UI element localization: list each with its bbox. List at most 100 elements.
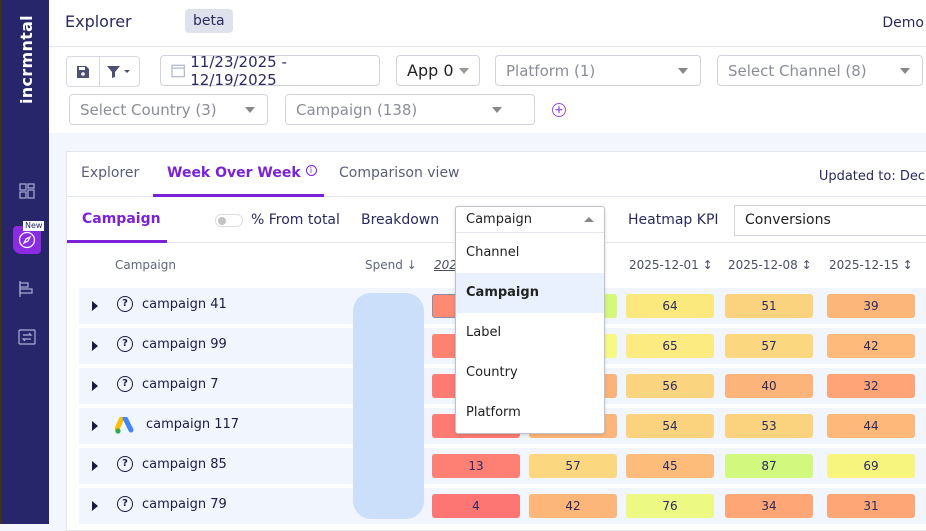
expand-caret-icon[interactable]	[92, 461, 98, 471]
heatmap-kpi-label: Heatmap KPI	[628, 212, 719, 228]
chevron-down-icon	[900, 68, 910, 74]
table-row[interactable]: ? campaign 79 4 42 76 34 31	[79, 488, 926, 524]
heatmap-cell[interactable]: 53	[725, 414, 813, 438]
heatmap-cell[interactable]: 44	[827, 414, 915, 438]
dropdown-option-campaign[interactable]: Campaign	[456, 273, 604, 313]
heatmap-cell[interactable]: 54	[626, 414, 714, 438]
action-button-group	[66, 56, 140, 87]
view-tabs: Explorer Week Over Week i Comparison vie…	[67, 152, 926, 197]
tab-week-over-week[interactable]: Week Over Week i	[167, 165, 317, 181]
user-menu[interactable]: Demo	[882, 15, 924, 31]
expand-caret-icon[interactable]	[92, 301, 98, 311]
tab-explorer[interactable]: Explorer	[81, 165, 140, 181]
updated-label: Updated to: Dec	[818, 169, 925, 184]
dropdown-option-country[interactable]: Country	[466, 365, 518, 380]
header-week-3[interactable]: 2025-12-01 ↕	[629, 258, 713, 272]
sidebar: incrmntal New	[0, 0, 49, 524]
add-filter-icon[interactable]: +	[552, 103, 566, 117]
campaign-name[interactable]: campaign 85	[142, 457, 227, 472]
new-tag: New	[23, 221, 45, 231]
heatmap-cell[interactable]: 57	[529, 454, 617, 478]
question-icon: ?	[117, 336, 133, 352]
heatmap-cell[interactable]: 56	[626, 374, 714, 398]
question-icon: ?	[117, 496, 133, 512]
heatmap-cell[interactable]: 13	[432, 454, 520, 478]
dropdown-option-label[interactable]: Label	[466, 325, 502, 340]
date-range-picker[interactable]: 11/23/2025 - 12/19/2025	[160, 53, 380, 89]
active-tab-indicator	[153, 194, 324, 197]
heatmap-cell[interactable]: 42	[827, 334, 915, 358]
dropdown-option-channel[interactable]: Channel	[466, 245, 520, 260]
subtab-campaign[interactable]: Campaign	[82, 211, 161, 227]
campaign-name[interactable]: campaign 41	[142, 297, 227, 312]
sort-icon: ↕	[702, 258, 713, 272]
chevron-down-icon	[492, 107, 502, 113]
heatmap-cell[interactable]: 76	[626, 494, 714, 518]
divider	[49, 46, 926, 47]
heatmap-cell[interactable]: 34	[725, 494, 813, 518]
transfer-icon[interactable]	[16, 326, 38, 348]
expand-caret-icon[interactable]	[92, 381, 98, 391]
chevron-down-icon	[678, 68, 688, 74]
chevron-down-icon	[245, 107, 255, 113]
platform-select[interactable]: Platform (1)	[495, 55, 701, 86]
save-icon	[76, 65, 89, 78]
header-spend[interactable]: Spend ↓	[365, 258, 417, 272]
info-icon[interactable]: i	[305, 165, 317, 176]
heatmap-cell[interactable]: 31	[827, 494, 915, 518]
header-week-1[interactable]: 202	[434, 258, 457, 272]
sort-icon: ↓	[406, 258, 417, 272]
bar-chart-icon[interactable]	[16, 278, 38, 300]
app-select[interactable]: App 0	[396, 55, 480, 86]
expand-caret-icon[interactable]	[92, 341, 98, 351]
heatmap-cell[interactable]: 32	[827, 374, 915, 398]
app-logo[interactable]: incrmntal	[16, 14, 36, 104]
header-week-4[interactable]: 2025-12-08 ↕	[728, 258, 812, 272]
sort-icon: ↕	[801, 258, 812, 272]
campaign-name[interactable]: campaign 117	[146, 417, 240, 432]
heatmap-cell[interactable]: 65	[626, 334, 714, 358]
active-subtab-indicator	[67, 240, 167, 243]
breakdown-label: Breakdown	[361, 212, 440, 228]
breakdown-select[interactable]: Campaign	[456, 207, 604, 233]
heatmap-cell[interactable]: 64	[626, 294, 714, 318]
question-icon: ?	[117, 296, 133, 312]
table-row[interactable]: ? campaign 85 13 57 45 87 69	[79, 448, 926, 484]
channel-select[interactable]: Select Channel (8)	[717, 55, 923, 86]
heatmap-cell[interactable]: 87	[725, 454, 813, 478]
heatmap-cell[interactable]: 42	[529, 494, 617, 518]
expand-caret-icon[interactable]	[92, 501, 98, 511]
sort-icon: ↕	[902, 258, 913, 272]
heatmap-cell[interactable]: 39	[827, 294, 915, 318]
campaign-name[interactable]: campaign 79	[142, 497, 227, 512]
filter-button[interactable]	[100, 57, 139, 86]
google-ads-icon	[115, 417, 134, 434]
heatmap-cell[interactable]: 69	[827, 454, 915, 478]
save-button[interactable]	[67, 57, 100, 86]
dashboard-icon[interactable]	[16, 180, 38, 202]
chevron-down-icon	[459, 68, 469, 74]
campaign-name[interactable]: campaign 7	[142, 377, 219, 392]
dropdown-option-platform[interactable]: Platform	[466, 405, 521, 420]
page-title: Explorer	[65, 12, 132, 31]
expand-caret-icon[interactable]	[92, 421, 98, 431]
chevron-up-icon	[584, 217, 594, 222]
header-campaign[interactable]: Campaign	[115, 258, 176, 272]
campaign-select[interactable]: Campaign (138)	[285, 94, 535, 125]
heatmap-cell[interactable]: 4	[432, 494, 520, 518]
tab-comparison-view[interactable]: Comparison view	[339, 165, 460, 181]
spend-bar	[353, 293, 424, 519]
header-week-5[interactable]: 2025-12-15 ↕	[829, 258, 913, 272]
heatmap-cell[interactable]: 40	[725, 374, 813, 398]
heatmap-kpi-select[interactable]: Conversions	[734, 205, 926, 236]
breakdown-dropdown[interactable]: Campaign Channel Campaign Label Country Plat…	[455, 206, 605, 434]
percent-toggle[interactable]	[215, 214, 243, 227]
filter-icon	[107, 65, 131, 78]
country-select[interactable]: Select Country (3)	[69, 94, 268, 125]
heatmap-cell[interactable]: 57	[725, 334, 813, 358]
beta-badge: beta	[185, 9, 233, 33]
heatmap-cell[interactable]: 51	[725, 294, 813, 318]
campaign-name[interactable]: campaign 99	[142, 337, 227, 352]
main-panel: Explorer Week Over Week i Comparison vie…	[66, 151, 926, 531]
heatmap-cell[interactable]: 45	[626, 454, 714, 478]
